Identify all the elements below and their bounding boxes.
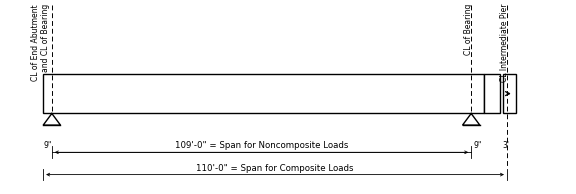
Text: 9": 9" (43, 141, 52, 150)
Bar (484, 74, 500, 113)
Text: CL of Bearing: CL of Bearing (464, 4, 473, 55)
Text: 9": 9" (473, 141, 482, 150)
Text: CL Intermediate Pier: CL Intermediate Pier (500, 4, 509, 82)
Text: 3': 3' (503, 141, 510, 150)
Bar (43, 74, 484, 113)
Text: 109'-0" = Span for Noncomposite Loads: 109'-0" = Span for Noncomposite Loads (175, 141, 348, 150)
Bar (503, 74, 516, 113)
Text: CL of End Abutment
and CL of Bearing: CL of End Abutment and CL of Bearing (31, 4, 50, 81)
Text: 110'-0" = Span for Composite Loads: 110'-0" = Span for Composite Loads (196, 164, 354, 173)
